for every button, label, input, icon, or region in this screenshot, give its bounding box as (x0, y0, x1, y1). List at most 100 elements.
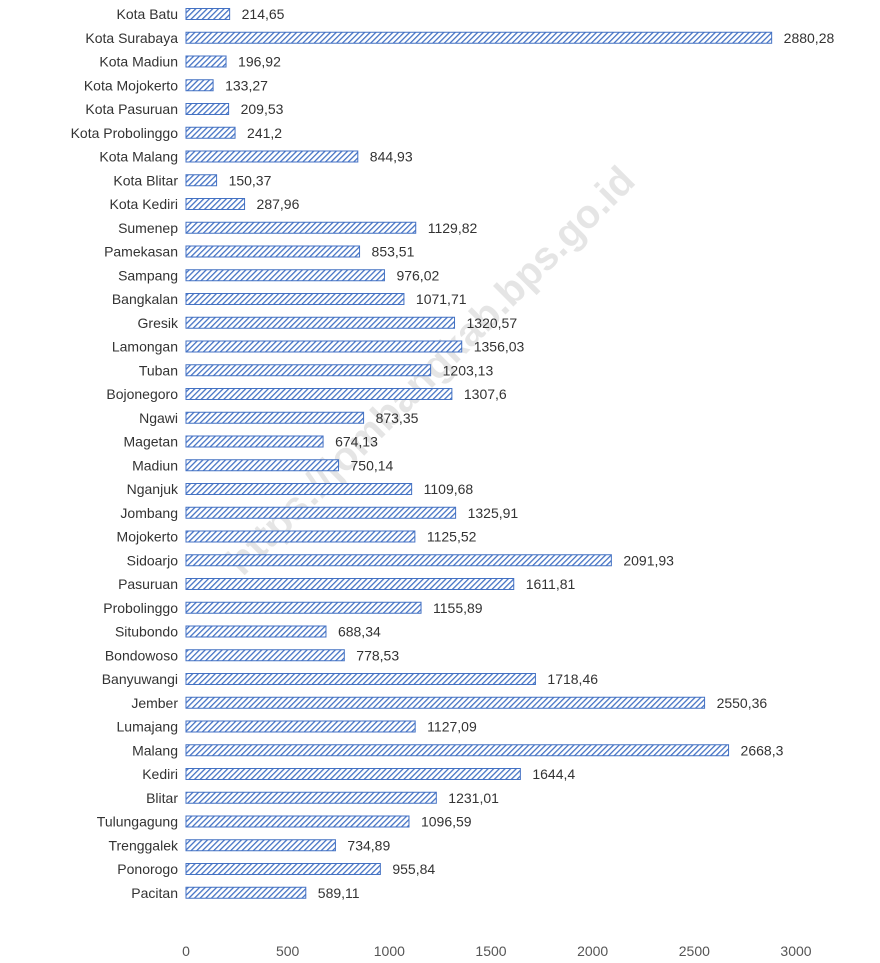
bar-gresik (185, 316, 456, 329)
bar-magetan (185, 435, 324, 448)
bar-blitar (185, 791, 437, 804)
value-label: 1155,89 (433, 600, 483, 616)
bar-jember (185, 696, 706, 709)
x-tick-label: 1000 (374, 943, 405, 959)
value-label: 150,37 (229, 172, 272, 188)
category-label: Banyuwangi (102, 671, 178, 687)
value-label: 2091,93 (623, 552, 674, 568)
bar-bondowoso (185, 649, 345, 662)
category-labels: Kota Batu Kota Surabaya Kota Madiun Kota Mo… (71, 6, 179, 901)
bar-pamekasan (185, 245, 361, 258)
bar-lumajang (185, 720, 416, 733)
value-labels: 214,65 2880,28 196,92 133,27 209,53 241,2 844,… (225, 6, 834, 901)
category-label: Probolinggo (103, 600, 178, 616)
bar-bojonegoro (185, 388, 453, 400)
value-label: 1231,01 (448, 790, 499, 806)
bar-ponorogo (185, 863, 381, 875)
x-axis-ticks: 0 500 1000 1500 2000 2500 3000 (182, 943, 812, 959)
category-label: Tulungagung (97, 814, 178, 830)
bar-sidoarjo (185, 554, 612, 567)
x-tick-label: 1500 (475, 943, 506, 959)
value-label: 688,34 (338, 624, 381, 640)
value-label: 1096,59 (421, 814, 472, 830)
bar-banyuwangi (185, 673, 536, 685)
value-label: 241,2 (247, 125, 282, 141)
category-label: Tuban (139, 362, 178, 378)
category-label: Bangkalan (112, 291, 178, 307)
bars-layer (185, 8, 773, 899)
value-label: 2550,36 (717, 695, 768, 711)
category-label: Lamongan (112, 339, 178, 355)
value-label: 1356,03 (474, 339, 525, 355)
value-label: 214,65 (242, 6, 285, 22)
category-label: Gresik (138, 315, 179, 331)
bar-nganjuk (185, 483, 413, 495)
category-label: Kota Surabaya (85, 30, 178, 46)
bar-probolinggo (185, 601, 422, 614)
category-label: Madiun (132, 457, 178, 473)
category-label: Kota Madiun (99, 54, 178, 70)
category-label: Kota Batu (117, 6, 179, 22)
category-label: Bondowoso (105, 647, 178, 663)
value-label: 2668,3 (741, 742, 784, 758)
value-label: 1644,4 (532, 766, 575, 782)
category-label: Nganjuk (127, 481, 179, 497)
value-label: 1325,91 (468, 505, 519, 521)
category-label: Ponorogo (117, 861, 178, 877)
bar-trenggalek (185, 839, 336, 852)
category-label: Kota Malang (99, 149, 178, 165)
category-label: Sidoarjo (127, 552, 179, 568)
bar-madiun (185, 459, 340, 472)
value-label: 734,89 (347, 837, 390, 853)
bar-situbondo (185, 625, 327, 638)
category-label: Sumenep (118, 220, 178, 236)
value-label: 844,93 (370, 149, 413, 165)
value-label: 1125,52 (427, 529, 477, 545)
bar-kediri (185, 768, 521, 780)
bar-pasuruan (185, 578, 515, 590)
category-label: Kediri (142, 766, 178, 782)
bar-sampang (185, 269, 385, 282)
x-tick-label: 2000 (577, 943, 608, 959)
value-label: 1129,82 (428, 220, 478, 236)
category-label: Sampang (118, 267, 178, 283)
bar-kota-blitar (185, 174, 218, 187)
value-label: 1611,81 (526, 576, 576, 592)
category-label: Kota Blitar (113, 172, 178, 188)
category-label: Kota Kediri (110, 196, 178, 212)
category-label: Kota Probolinggo (71, 125, 179, 141)
bar-tuban (185, 364, 432, 377)
value-label: 976,02 (396, 267, 439, 283)
bar-kota-probolinggo (185, 126, 236, 139)
value-label: 853,51 (372, 244, 415, 260)
bar-kota-pasuruan (185, 103, 230, 115)
bar-kota-madiun (185, 55, 227, 68)
bar-mojokerto (185, 530, 416, 543)
x-tick-label: 500 (276, 943, 300, 959)
category-label: Kota Pasuruan (85, 101, 178, 117)
bar-malang (185, 744, 730, 757)
value-label: 1109,68 (424, 481, 474, 497)
x-tick-label: 3000 (780, 943, 811, 959)
value-label: 778,53 (356, 647, 399, 663)
x-tick-label: 0 (182, 943, 190, 959)
value-label: 1307,6 (464, 386, 507, 402)
category-label: Jombang (120, 505, 178, 521)
bar-ngawi (185, 411, 365, 424)
category-label: Lumajang (117, 719, 179, 735)
bar-kota-batu (185, 8, 231, 20)
value-label: 1071,71 (416, 291, 467, 307)
value-label: 2880,28 (784, 30, 835, 46)
value-label: 1718,46 (547, 671, 598, 687)
x-tick-label: 2500 (679, 943, 710, 959)
value-label: 209,53 (241, 101, 284, 117)
bar-kota-surabaya (185, 31, 773, 44)
bar-tulungagung (185, 815, 410, 828)
category-label: Pamekasan (104, 244, 178, 260)
bar-kota-malang (185, 150, 359, 163)
bar-bangkalan (185, 293, 405, 305)
category-label: Kota Mojokerto (84, 77, 178, 93)
category-label: Ngawi (139, 410, 178, 426)
bar-pacitan (185, 886, 307, 899)
category-label: Jember (131, 695, 178, 711)
